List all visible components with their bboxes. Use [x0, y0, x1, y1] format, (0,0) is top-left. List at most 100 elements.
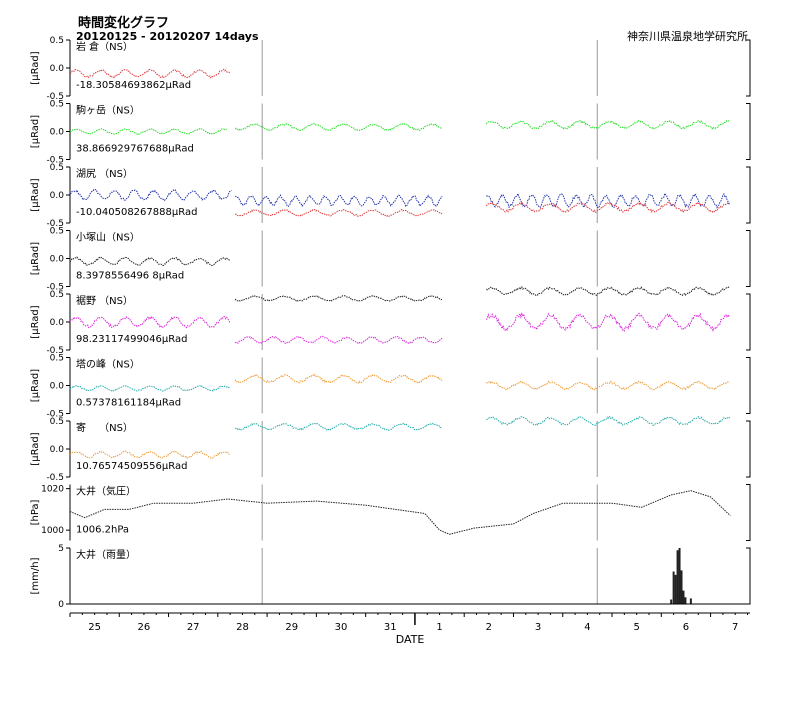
y-axis-right [746, 39, 751, 97]
x-tick-label: 28 [236, 622, 249, 633]
x-tick-label: 6 [683, 622, 689, 633]
x-tick-label: 29 [285, 622, 298, 633]
panel-yadoriki: 0.5 0.0 -0.5 [μRad] 寄 （NS） 10.76574509556μRad [30, 415, 751, 483]
panel-komagatake: 0.5 0.0 -0.5 [μRad] 駒ヶ岳（NS） 38.866929767688μR… [30, 100, 751, 166]
station-name: 塔の峰（NS） [76, 358, 140, 371]
date-range: 20120125 - 20120207 14days [76, 30, 259, 43]
station-name: 岩 倉（NS） [76, 40, 133, 53]
y-tick-label: -0.5 [46, 473, 64, 483]
y-tick-label: 0.5 [50, 163, 64, 173]
y-tick-label: 0.0 [50, 382, 65, 392]
rain-bar [682, 590, 685, 604]
x-tick-label: 7 [732, 622, 738, 633]
rain-bar [689, 598, 692, 604]
offset-value: 0.57378161184μRad [76, 398, 181, 409]
x-tick-label: 25 [88, 622, 101, 633]
series-segment [69, 68, 231, 79]
offset-value: -10.040508267888μRad [76, 207, 197, 218]
y-axis-right [746, 230, 751, 287]
rain-bar [670, 599, 673, 604]
y-tick-label: 0.5 [50, 417, 64, 427]
y-tick-label: 0.5 [50, 290, 64, 300]
panel-kojiri: 0.5 0.0 -0.5 [μRad] 湖尻 （NS） -10.040508267888μ… [30, 163, 751, 229]
y-tick-label: 0.5 [50, 354, 64, 364]
institution-name: 神奈川県温泉地学研究所 [627, 29, 748, 43]
rain-bar [680, 570, 683, 604]
y-tick-label: 0.0 [50, 191, 65, 201]
station-name: 大井（気圧） [76, 485, 136, 498]
x-tick-label: 2 [486, 622, 492, 633]
y-axis-label: [μRad] [30, 178, 41, 211]
y-axis-label: [μRad] [30, 51, 41, 84]
offset-value: 8.3978556496 8μRad [76, 271, 184, 282]
x-tick-label: 30 [335, 622, 348, 633]
rain-bar [678, 548, 681, 604]
y-axis-label: [μRad] [30, 432, 41, 465]
panel-ooi-pressure: 1020 1000[hPa] 大井（気圧） 1006.2hPa [30, 484, 751, 541]
y-axis-label: [μRad] [30, 369, 41, 402]
y-tick-label: -0.5 [46, 92, 64, 102]
x-tick-label: 26 [138, 622, 151, 633]
series-segment [486, 380, 730, 391]
station-name: 駒ヶ岳（NS） [76, 105, 140, 117]
y-axis-right [746, 103, 751, 160]
series-segment [69, 315, 231, 329]
series-segment [486, 415, 731, 426]
offset-value: -18.30584693862μRad [76, 80, 191, 91]
x-tick-label: 31 [384, 622, 397, 633]
y-tick-label: 0.0 [50, 255, 65, 265]
series-segment [234, 422, 443, 431]
offset-value: 38.866929767688μRad [76, 144, 194, 155]
y-tick-label: 0.5 [50, 227, 64, 237]
series-segment [69, 128, 227, 135]
series-segment [69, 188, 232, 202]
y-tick-label: 1000 [41, 526, 64, 536]
y-axis-right [746, 166, 751, 224]
series-segment [234, 208, 443, 218]
rain-bar [684, 597, 687, 604]
x-tick-label: 5 [633, 622, 639, 633]
panel-kozukayama: 0.5 0.0 -0.5 [μRad] 小塚山（NS） 8.3978556496 8μRa… [30, 227, 751, 293]
y-tick-label: -0.5 [46, 156, 64, 166]
x-axis-label: DATE [396, 633, 425, 646]
station-name: 湖尻 （NS） [76, 168, 133, 180]
y-tick-label: -0.5 [46, 410, 64, 420]
offset-value: 98.23117499046μRad [76, 334, 187, 345]
x-tick-label: 27 [187, 622, 200, 633]
series-segment [234, 194, 443, 208]
series-segment [485, 201, 730, 214]
chart-title: 時間変化グラフ [78, 15, 169, 31]
y-axis-right [746, 357, 751, 414]
series-segment [69, 450, 230, 459]
series-segment [234, 373, 443, 384]
y-tick-label: 5 [58, 544, 64, 554]
rain-bar [672, 571, 675, 604]
y-tick-label: -0.5 [46, 283, 64, 293]
station-name: 大井（雨量） [76, 548, 136, 561]
panel-iwakura: 0.5 0.0 -0.5 [μRad] 岩 倉（NS） -18.30584693862μR… [30, 36, 751, 102]
station-name: 裾野 （NS） [76, 294, 133, 307]
series-segment [486, 285, 731, 297]
y-axis-right [746, 547, 751, 605]
y-tick-label: 0.0 [50, 64, 65, 74]
series-segment [69, 384, 230, 392]
y-tick-label: 0.0 [50, 128, 65, 138]
y-tick-label: 0.0 [50, 318, 65, 328]
panel-tonomine: 0.5 0.0 -0.5 [μRad] 塔の峰（NS） 0.57378161184μRad [30, 354, 751, 420]
y-axis-label: [μRad] [30, 242, 41, 275]
series-line [69, 490, 731, 535]
panel-hatano: 0.5 0.0 -0.5 [μRad] 裾野 （NS） 98.23117499046μRa… [30, 285, 751, 356]
y-tick-label: 0.5 [50, 36, 64, 46]
x-tick-label: 4 [584, 622, 590, 633]
y-axis-label: [μRad] [30, 305, 41, 338]
panel-ooi-rain: 5 0 [mm/h] 大井（雨量） [30, 544, 751, 610]
y-tick-label: 0 [58, 600, 64, 610]
y-tick-label: 1020 [41, 485, 64, 495]
station-name: 小塚山（NS） [76, 232, 140, 244]
y-axis-right [746, 293, 751, 351]
series-segment [234, 294, 443, 302]
y-axis-right [746, 484, 751, 541]
x-tick-label: 3 [535, 622, 541, 633]
offset-value: 10.76574509556μRad [76, 461, 187, 472]
